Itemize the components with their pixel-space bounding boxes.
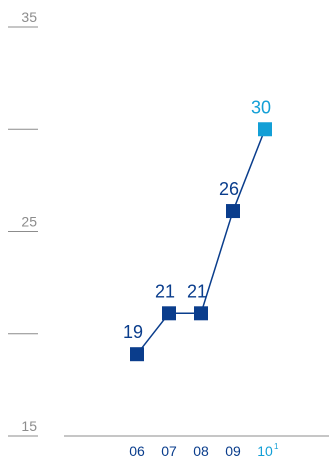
series-line-segment [232, 128, 266, 212]
data-point-marker [130, 347, 144, 362]
data-label: 21 [187, 281, 207, 301]
data-point-marker [258, 122, 272, 137]
data-label: 19 [123, 322, 143, 342]
x-axis: 06 07 08 09 10 1 [129, 442, 279, 459]
y-axis: 15 25 35 [8, 9, 38, 437]
data-point-marker [162, 306, 176, 321]
series: 19 21 21 26 30 [123, 97, 272, 362]
data-label: 26 [219, 179, 239, 199]
data-label: 30 [251, 97, 271, 117]
series-line-segment [200, 210, 234, 314]
x-tick-label: 10 [257, 443, 273, 459]
data-point-marker [194, 306, 208, 321]
x-tick-label: 07 [161, 443, 177, 459]
x-tick-label: 08 [193, 443, 209, 459]
x-tick-label: 09 [225, 443, 241, 459]
data-point-marker [226, 204, 240, 219]
x-tick-label: 06 [129, 443, 145, 459]
y-tick-label: 35 [21, 9, 37, 25]
y-tick-label: 15 [21, 418, 37, 434]
x-tick-footnote-mark: 1 [274, 442, 279, 451]
data-label: 21 [155, 281, 175, 301]
y-tick-label: 25 [21, 214, 37, 230]
